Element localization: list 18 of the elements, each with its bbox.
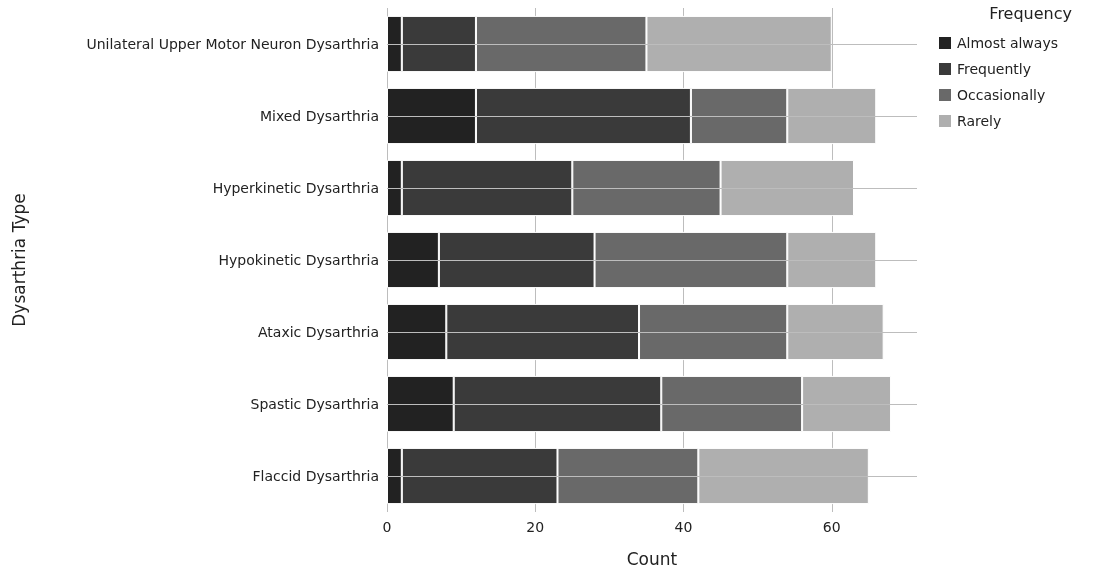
y-tick-label: Mixed Dysarthria — [259, 108, 379, 124]
legend-label: Occasionally — [957, 87, 1046, 103]
x-tick-label: 40 — [674, 519, 693, 535]
x-tick-label: 60 — [822, 519, 841, 535]
y-tick-label: Spastic Dysarthria — [250, 396, 379, 412]
x-axis-title: Count — [626, 548, 678, 569]
y-axis-title: Dysarthria Type — [8, 193, 29, 327]
legend-label: Rarely — [957, 113, 1002, 129]
y-tick-label: Hypokinetic Dysarthria — [218, 252, 379, 268]
y-tick-label: Unilateral Upper Motor Neuron Dysarthria — [86, 36, 379, 52]
x-tick-label: 0 — [382, 519, 392, 535]
y-tick-label: Hyperkinetic Dysarthria — [212, 180, 379, 196]
legend-label: Almost always — [957, 35, 1058, 51]
y-tick-label: Ataxic Dysarthria — [257, 324, 379, 340]
legend-label: Frequently — [957, 61, 1032, 77]
x-tick-label: 20 — [526, 519, 545, 535]
legend-title: Frequency — [989, 3, 1072, 23]
y-tick-label: Flaccid Dysarthria — [252, 468, 379, 484]
